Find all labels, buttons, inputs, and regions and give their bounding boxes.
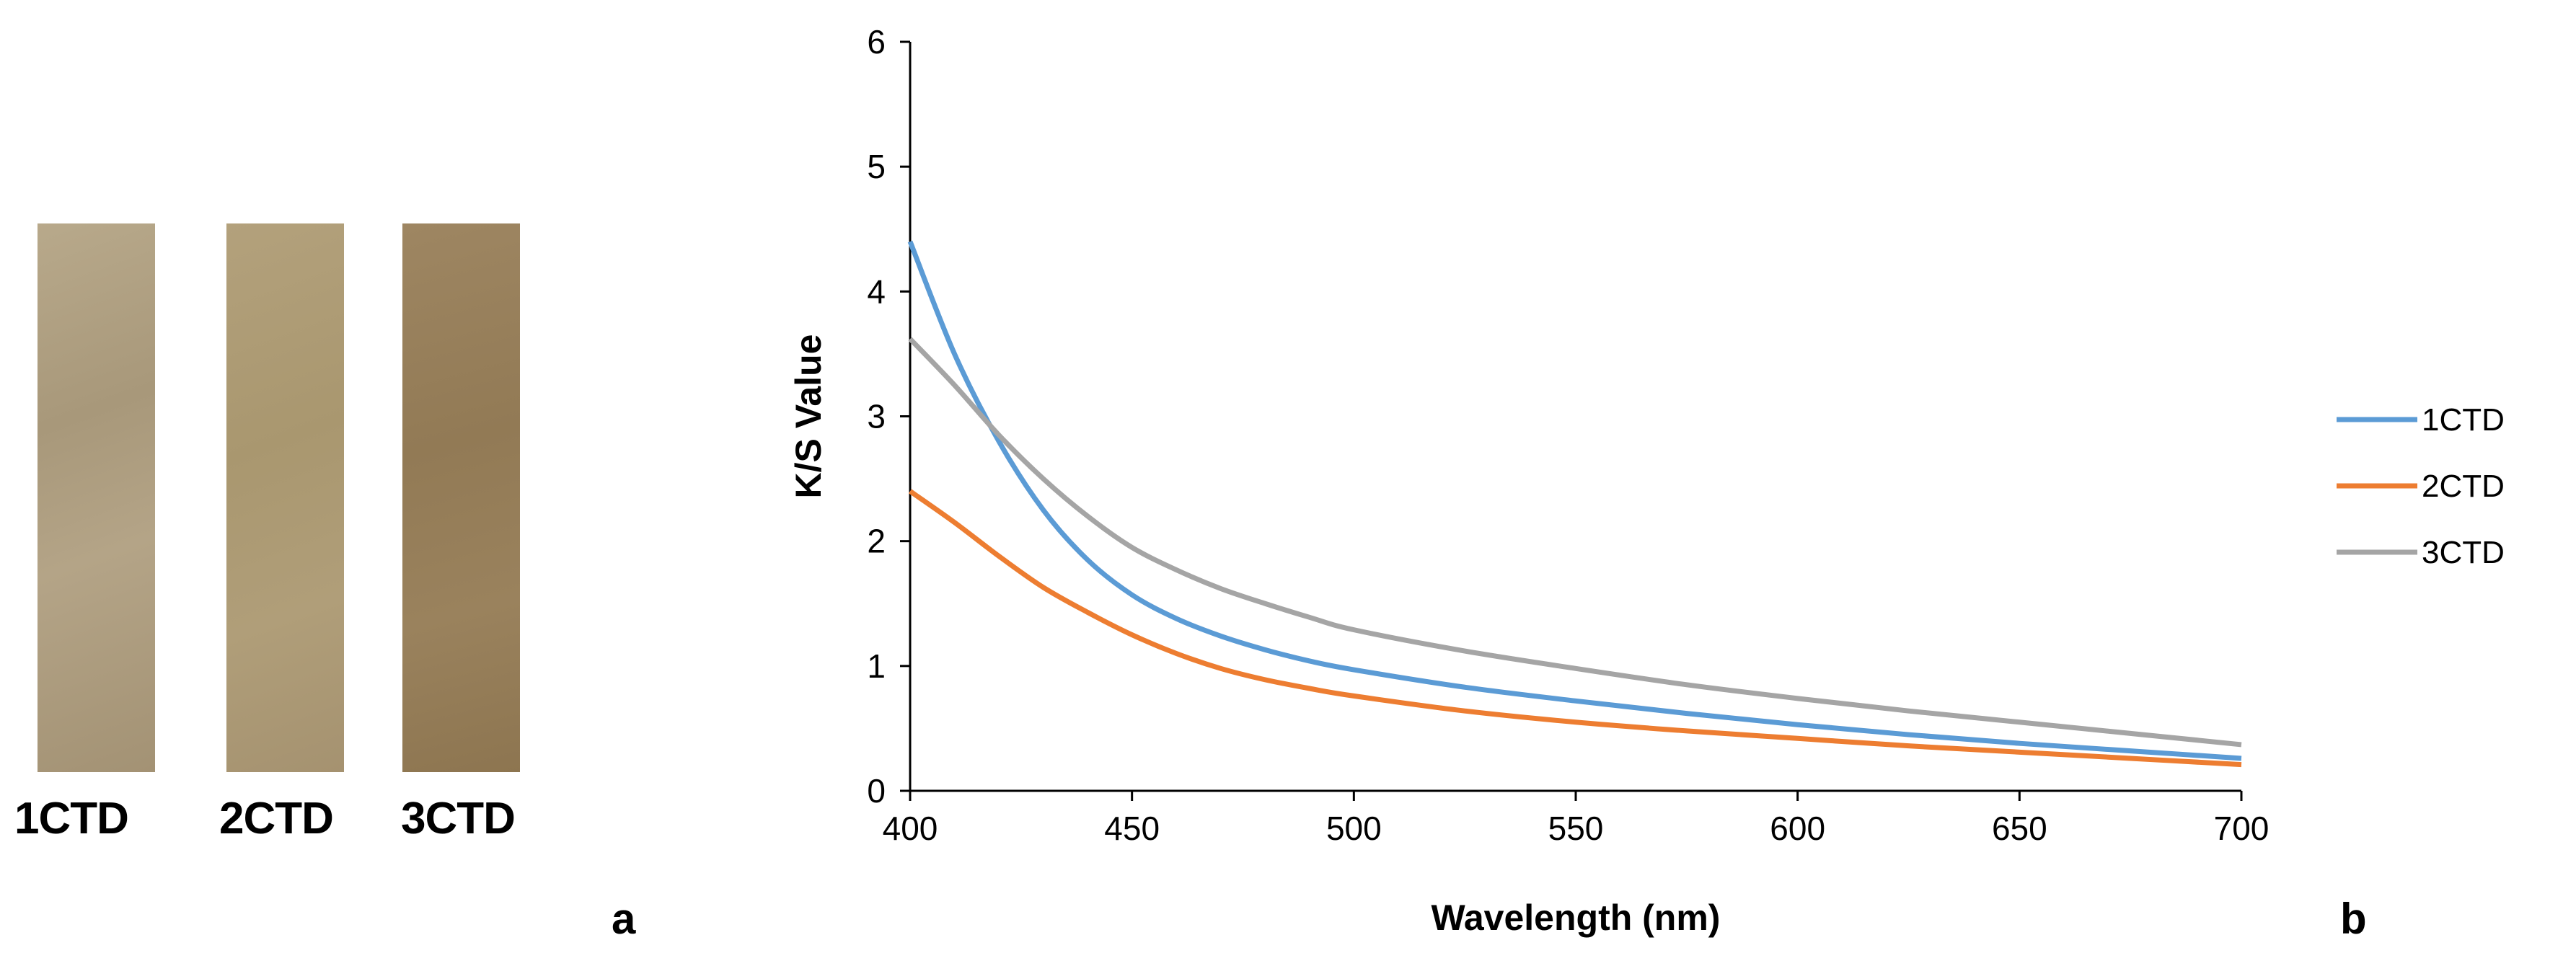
- fabric-swatch-3ctd: [402, 223, 520, 772]
- series-line-1ctd: [907, 240, 2242, 761]
- x-tick-label: 550: [1548, 810, 1604, 847]
- x-tick-label: 700: [2214, 810, 2270, 847]
- y-tick-label: 1: [867, 647, 886, 685]
- legend: 1CTD 2CTD 3CTD: [2337, 402, 2505, 570]
- y-tick-label: 2: [867, 523, 886, 560]
- x-tick-label: 500: [1326, 810, 1382, 847]
- x-tick-label: 600: [1770, 810, 1825, 847]
- fabric-swatch-2ctd: [226, 223, 344, 772]
- fabric-swatch-1ctd: [38, 223, 155, 772]
- y-tick-label: 5: [867, 148, 886, 185]
- series-line-3ctd: [908, 337, 2242, 748]
- swatch-label-3ctd: 3CTD: [401, 794, 516, 843]
- series-line-2ctd: [908, 489, 2242, 768]
- y-tick-label: 4: [867, 272, 886, 310]
- legend-label-2ctd: 2CTD: [2422, 469, 2505, 504]
- plot-area: 400 450 500 550 600 650 700 0 1 2 3 4 5 6: [867, 23, 2269, 847]
- panel-label-b: b: [2340, 895, 2367, 943]
- x-axis-title: Wavelength (nm): [1432, 898, 1721, 938]
- x-tick-label: 650: [1992, 810, 2047, 847]
- legend-label-3ctd: 3CTD: [2422, 535, 2505, 570]
- y-tick-label: 0: [867, 772, 886, 810]
- swatch-label-2ctd: 2CTD: [219, 794, 334, 843]
- y-tick-label: 6: [867, 23, 886, 61]
- x-tick-label: 450: [1104, 810, 1160, 847]
- y-axis-title: K/S Value: [788, 334, 829, 499]
- y-tick-label: 3: [867, 398, 886, 435]
- legend-label-1ctd: 1CTD: [2422, 402, 2505, 438]
- panel-label-a: a: [612, 895, 636, 943]
- swatch-label-1ctd: 1CTD: [14, 794, 129, 843]
- x-tick-label: 400: [883, 810, 938, 847]
